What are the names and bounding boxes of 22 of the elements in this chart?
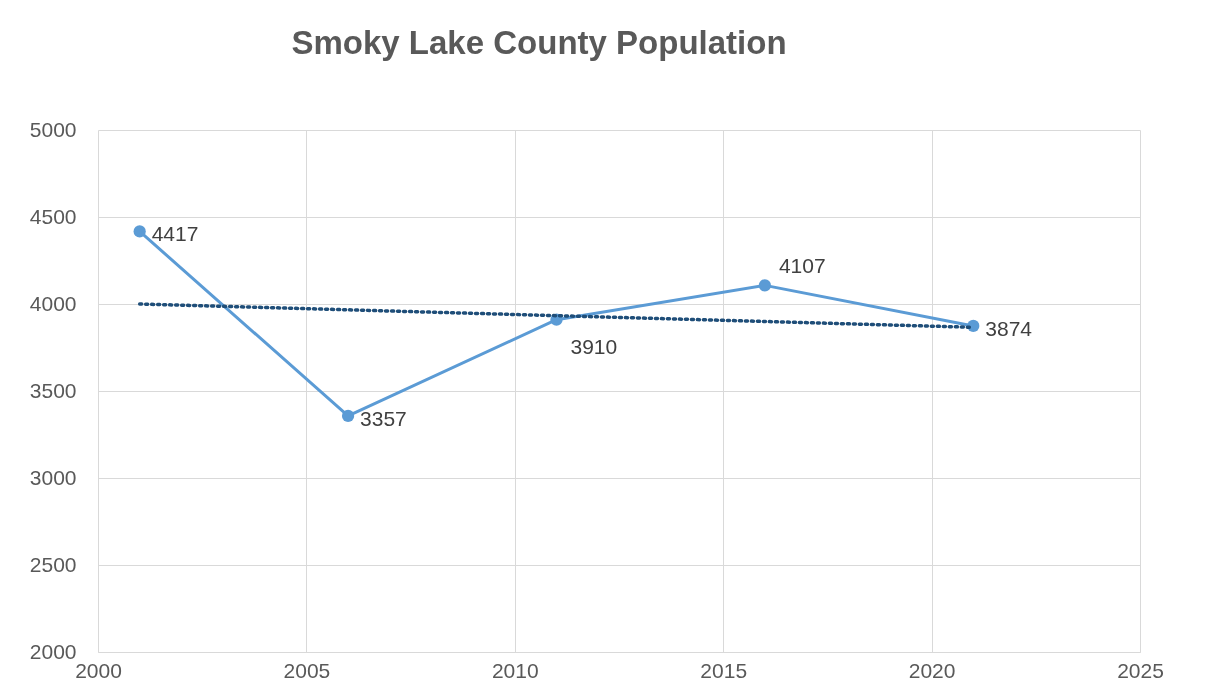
point [133,225,146,238]
x-tick-label: 2005 [283,658,331,682]
data-label: 4417 [151,222,199,246]
y-tick-label: 5000 [29,117,77,141]
x-tick-label: 2025 [1117,658,1164,682]
x-tick-label: 2015 [700,658,748,682]
x-tick-label: 2000 [75,658,122,682]
data-label: 3874 [985,316,1033,340]
chart-title: Smoky Lake County Population [291,24,787,61]
y-tick-label: 3500 [29,378,77,402]
y-tick-label: 3000 [29,465,77,489]
data-label: 3357 [360,406,407,430]
x-tick-label: 2020 [908,658,956,682]
y-tick-label: 2500 [29,552,77,576]
x-tick-label: 2010 [491,658,539,682]
y-tick-label: 2000 [29,639,77,663]
point [758,279,771,292]
data-label: 3910 [570,334,618,358]
data-label: 4107 [778,254,826,278]
y-tick-label: 4000 [29,291,77,315]
point [341,409,355,422]
y-tick-label: 4500 [29,204,77,228]
